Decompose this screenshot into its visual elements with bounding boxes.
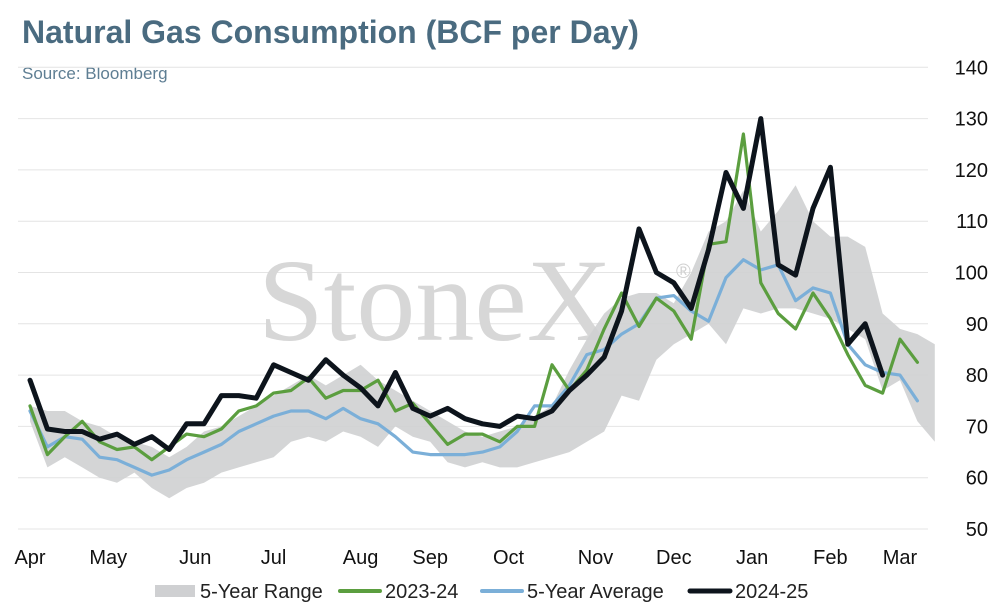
legend-label-5-year-average: 5-Year Average [527, 581, 664, 603]
legend-swatch-range [155, 585, 195, 597]
x-tick-jun: Jun [179, 547, 211, 569]
series-lines [27, 116, 920, 477]
x-tick-may: May [89, 547, 127, 569]
x-tick-oct: Oct [493, 547, 525, 569]
x-tick-jan: Jan [736, 547, 768, 569]
x-tick-apr: Apr [14, 547, 45, 569]
y-tick-50: 50 [966, 519, 988, 541]
y-tick-110: 110 [956, 211, 988, 233]
y-tick-100: 100 [955, 263, 988, 285]
x-tick-aug: Aug [343, 547, 379, 569]
y-tick-70: 70 [966, 416, 988, 438]
x-tick-nov: Nov [578, 547, 614, 569]
legend-label-range: 5-Year Range [200, 581, 323, 603]
x-tick-dec: Dec [656, 547, 692, 569]
x-tick-sep: Sep [412, 547, 448, 569]
y-axis-ticks: 50 60 70 80 90 100 110 120 130 140 [955, 57, 988, 541]
y-tick-140: 140 [955, 57, 988, 79]
y-tick-120: 120 [955, 160, 988, 182]
legend-label-2023-24: 2023-24 [385, 581, 458, 603]
legend: 5-Year Range 2023-24 5-Year Average 2024-25 [155, 581, 808, 603]
y-tick-60: 60 [966, 468, 988, 490]
x-tick-feb: Feb [813, 547, 847, 569]
watermark-mark: ® [676, 261, 691, 283]
grid-lines [18, 66, 928, 530]
y-tick-80: 80 [966, 365, 988, 387]
y-tick-90: 90 [966, 314, 988, 336]
x-tick-jul: Jul [261, 547, 287, 569]
watermark: StoneX [258, 235, 612, 366]
x-tick-mar: Mar [883, 547, 918, 569]
x-axis-ticks: Apr May Jun Jul Aug Sep Oct Nov Dec Jan Feb Mar [14, 547, 917, 569]
y-tick-130: 130 [955, 109, 988, 131]
legend-label-2024-25: 2024-25 [735, 581, 808, 603]
range-area [30, 185, 935, 499]
chart-title: Natural Gas Consumption (BCF per Day) [22, 14, 639, 50]
series-line-5-year-average [28, 258, 920, 477]
range-band [30, 185, 935, 499]
chart-subtitle: Source: Bloomberg [22, 64, 168, 83]
series-line-2024-25 [27, 116, 886, 452]
